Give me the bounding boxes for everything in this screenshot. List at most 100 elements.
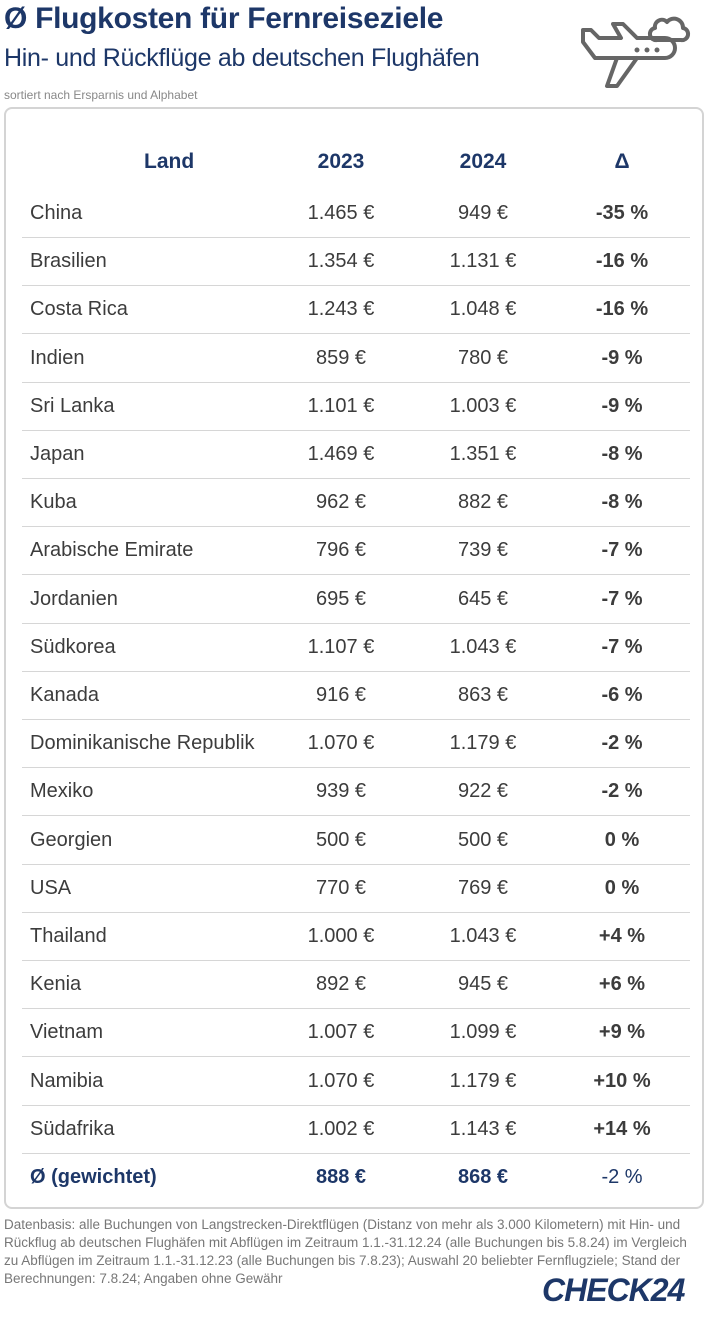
value-2023-cell: 962 € — [315, 491, 367, 514]
table-row: Südafrika 1.002 € 1.143 € +14 % — [22, 1106, 690, 1154]
source-note: Datenbasis: alle Buchungen von Langstrec… — [4, 1217, 687, 1286]
delta-cell: -2 % — [601, 780, 643, 803]
country-cell: Ø (gewichtet) — [30, 1166, 157, 1188]
value-2023-cell: 500 € — [315, 828, 367, 851]
page-title: Ø Flugkosten für Fernreiseziele — [4, 2, 444, 35]
delta-cell: -7 % — [601, 635, 643, 658]
value-2023-cell: 695 € — [315, 587, 367, 610]
value-2024-cell: 500 € — [457, 828, 509, 851]
value-2023-cell: 1.107 € — [307, 635, 375, 658]
value-2023-cell: 1.070 € — [307, 1069, 375, 1092]
delta-cell: -8 % — [601, 491, 643, 514]
delta-cell: -35 % — [595, 202, 649, 224]
airplane-with-cloud-icon — [581, 16, 691, 88]
country-cell: Südafrika — [30, 1117, 115, 1140]
country-cell: Mexiko — [30, 780, 94, 803]
delta-cell: +10 % — [593, 1069, 651, 1092]
delta-cell: -16 % — [595, 298, 649, 321]
table-row: China 1.465 € 949 € -35 % — [22, 190, 690, 238]
country-cell: Arabische Emirate — [30, 539, 194, 562]
value-2024-cell: 1.048 € — [449, 298, 517, 321]
value-2023-cell: 1.070 € — [307, 732, 375, 755]
table-row: Vietnam 1.007 € 1.099 € +9 % — [22, 1009, 690, 1058]
table-row: USA 770 € 769 € 0 % — [22, 865, 690, 913]
delta-cell: -9 % — [601, 346, 643, 369]
country-cell: Jordanien — [30, 587, 118, 610]
value-2024-cell: 922 € — [457, 780, 509, 803]
value-2023-cell: 916 € — [315, 684, 367, 706]
table-row: Dominikanische Republik 1.070 € 1.179 € -2 … — [22, 720, 690, 769]
value-2024-cell: 1.043 € — [449, 925, 517, 947]
delta-cell: -8 % — [601, 443, 643, 465]
table-row: Sri Lanka 1.101 € 1.003 € -9 % — [22, 383, 690, 431]
table-row: Kuba 962 € 882 € -8 % — [22, 479, 690, 528]
value-2023-cell: 1.002 € — [307, 1117, 375, 1140]
value-2024-cell: 945 € — [457, 973, 509, 996]
value-2024-cell: 868 € — [457, 1166, 509, 1188]
value-2023-cell: 796 € — [315, 539, 367, 562]
page-subtitle: Hin- und Rückflüge ab deutschen Flughäfe… — [4, 44, 480, 72]
country-cell: Georgien — [30, 828, 113, 851]
value-2024-cell: 949 € — [457, 202, 509, 224]
table-frame — [4, 107, 704, 1209]
delta-cell: -16 % — [595, 250, 649, 273]
header-2024: 2024 — [459, 150, 507, 173]
header-land: Land — [144, 150, 195, 173]
country-cell: Namibia — [30, 1069, 104, 1092]
value-2024-cell: 1.043 € — [449, 635, 517, 658]
value-2023-cell: 1.007 € — [307, 1021, 375, 1044]
value-2023-cell: 770 € — [315, 876, 367, 899]
value-2024-cell: 645 € — [457, 587, 509, 610]
table-row: Kenia 892 € 945 € +6 % — [22, 961, 690, 1010]
table-row: Südkorea 1.107 € 1.043 € -7 % — [22, 624, 690, 672]
delta-cell: +14 % — [593, 1117, 651, 1140]
sort-note: sortiert nach Ersparnis und Alphabet — [4, 88, 198, 102]
delta-cell: +9 % — [598, 1021, 646, 1044]
country-cell: Japan — [30, 443, 85, 465]
table-row: Indien 859 € 780 € -9 % — [22, 335, 690, 383]
delta-cell: -2 % — [601, 1166, 643, 1188]
value-2023-cell: 1.354 € — [307, 250, 375, 273]
country-cell: Vietnam — [30, 1021, 104, 1044]
value-2024-cell: 1.003 € — [449, 394, 517, 417]
value-2024-cell: 882 € — [457, 491, 509, 514]
header-delta: Δ — [614, 150, 630, 173]
country-cell: Kenia — [30, 973, 82, 996]
value-2023-cell: 859 € — [315, 346, 367, 369]
country-cell: Dominikanische Republik — [30, 732, 255, 755]
value-2024-cell: 769 € — [457, 876, 509, 899]
value-2023-cell: 1.000 € — [307, 925, 375, 947]
country-cell: China — [30, 202, 83, 224]
delta-cell: -7 % — [601, 587, 643, 610]
table-row: Arabische Emirate 796 € 739 € -7 % — [22, 527, 690, 576]
delta-cell: -9 % — [601, 394, 643, 417]
value-2023-cell: 1.465 € — [307, 202, 375, 224]
value-2024-cell: 1.351 € — [449, 443, 517, 465]
value-2023-cell: 1.243 € — [307, 298, 375, 321]
country-cell: Indien — [30, 346, 85, 369]
table-row: Brasilien 1.354 € 1.131 € -16 % — [22, 238, 690, 287]
country-cell: Brasilien — [30, 250, 107, 273]
country-cell: Sri Lanka — [30, 394, 115, 417]
delta-cell: -7 % — [601, 539, 643, 562]
country-cell: Thailand — [30, 925, 107, 947]
value-2024-cell: 739 € — [457, 539, 509, 562]
delta-cell: +6 % — [598, 973, 646, 996]
delta-cell: 0 % — [604, 876, 640, 899]
value-2024-cell: 1.179 € — [449, 1069, 517, 1092]
value-2024-cell: 1.131 € — [449, 250, 517, 273]
table-row: Jordanien 695 € 645 € -7 % — [22, 576, 690, 624]
value-2023-cell: 892 € — [315, 973, 367, 996]
country-cell: Kanada — [30, 684, 99, 706]
table-row: Costa Rica 1.243 € 1.048 € -16 % — [22, 286, 690, 335]
country-cell: Costa Rica — [30, 298, 128, 321]
check24-logo: CHECK24 — [542, 1272, 685, 1308]
country-cell: Südkorea — [30, 635, 116, 658]
country-cell: Kuba — [30, 491, 77, 514]
delta-cell: -2 % — [601, 732, 643, 755]
value-2023-cell: 939 € — [315, 780, 367, 803]
value-2024-cell: 863 € — [457, 684, 509, 706]
country-cell: USA — [30, 876, 72, 899]
table-row: Thailand 1.000 € 1.043 € +4 % — [22, 913, 690, 961]
table-row: Kanada 916 € 863 € -6 % — [22, 672, 690, 720]
